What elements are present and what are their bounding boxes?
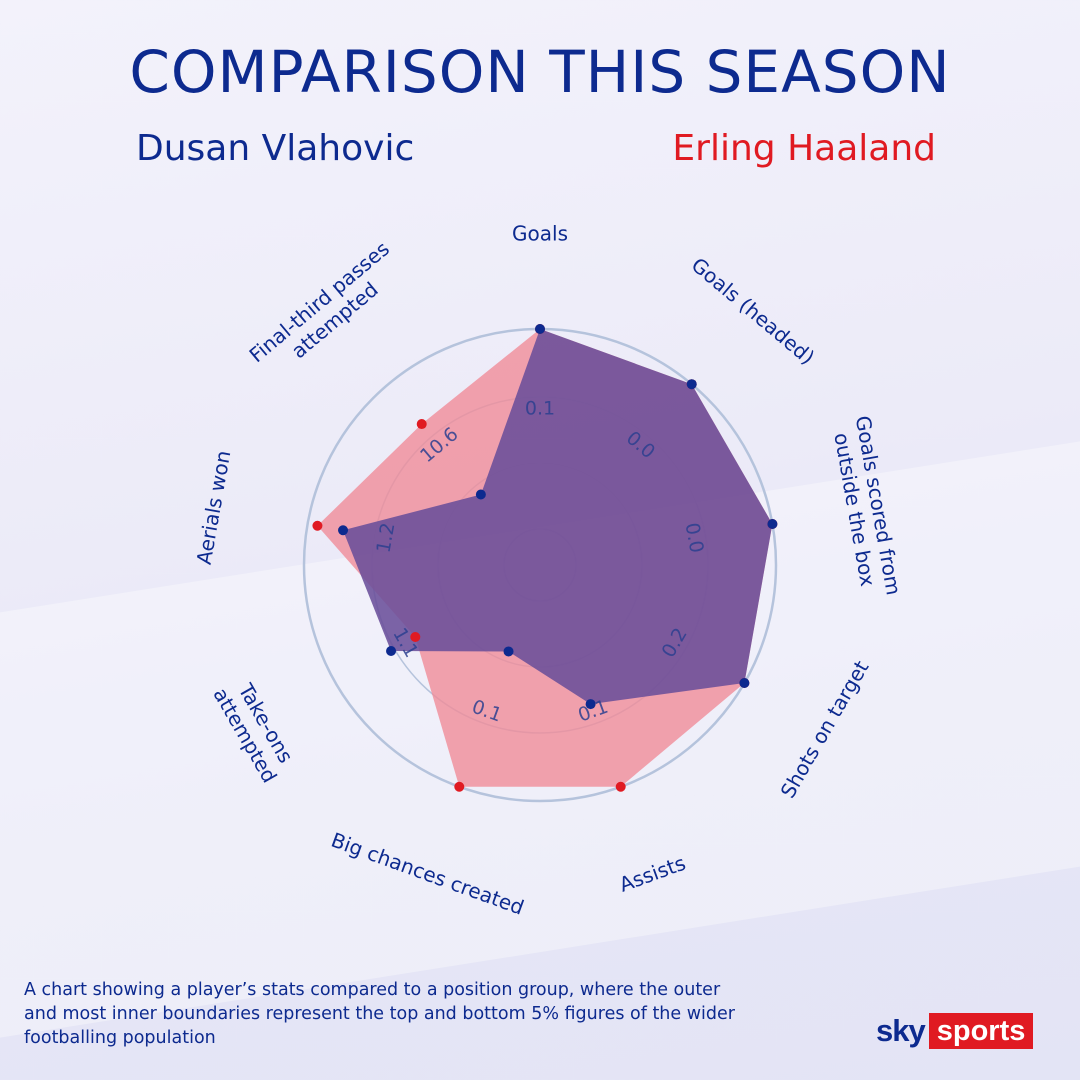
point-player-a-3 bbox=[739, 678, 750, 688]
axis-label-3: Shots on target bbox=[776, 656, 874, 802]
chart-caption: A chart showing a player’s stats compare… bbox=[24, 980, 735, 1048]
point-player-a-1 bbox=[686, 379, 697, 390]
value-label-7: 1.2 bbox=[372, 521, 399, 555]
point-player-a-7 bbox=[338, 525, 349, 536]
point-player-a-4 bbox=[585, 699, 596, 710]
axis-label-5-line-0: Big chances created bbox=[328, 828, 527, 920]
axis-label-4-line-0: Assists bbox=[616, 851, 689, 897]
point-player-b-8 bbox=[416, 419, 427, 430]
player-a-name: Dusan Vlahovic bbox=[136, 128, 415, 169]
point-player-b-7 bbox=[312, 520, 323, 531]
axis-label-4: Assists bbox=[616, 851, 689, 897]
point-player-a-6 bbox=[386, 646, 397, 656]
value-label-0: 0.1 bbox=[525, 398, 555, 420]
point-player-a-0 bbox=[535, 324, 545, 334]
logo-sports-text: sports bbox=[928, 1013, 1034, 1049]
axis-label-1: Goals (headed) bbox=[687, 253, 820, 370]
axis-label-3-line-0: Shots on target bbox=[776, 656, 874, 802]
page-title: COMPARISON THIS SEASON bbox=[129, 38, 951, 106]
axis-label-7: Aerials won bbox=[192, 449, 236, 567]
axis-label-5: Big chances created bbox=[328, 828, 527, 920]
point-player-a-5 bbox=[503, 646, 514, 657]
axis-label-0: Goals bbox=[512, 222, 568, 246]
axis-label-7-line-0: Aerials won bbox=[192, 449, 236, 567]
sky-sports-logo: sky sports bbox=[876, 1012, 1034, 1050]
point-player-b-6 bbox=[410, 632, 421, 642]
point-player-b-4 bbox=[615, 781, 626, 792]
point-player-a-2 bbox=[767, 519, 778, 530]
axis-label-0-line-0: Goals bbox=[512, 222, 568, 246]
radar-polygons bbox=[317, 329, 773, 787]
axis-label-1-line-0: Goals (headed) bbox=[687, 253, 820, 370]
series-polygon-player-a bbox=[343, 329, 773, 705]
logo-sky-text: sky bbox=[876, 1013, 926, 1048]
value-label-2: 0.0 bbox=[681, 521, 708, 555]
point-player-b-5 bbox=[454, 781, 465, 792]
radar-points bbox=[312, 324, 778, 792]
player-b-name: Erling Haaland bbox=[672, 128, 936, 169]
point-player-a-8 bbox=[475, 489, 486, 500]
